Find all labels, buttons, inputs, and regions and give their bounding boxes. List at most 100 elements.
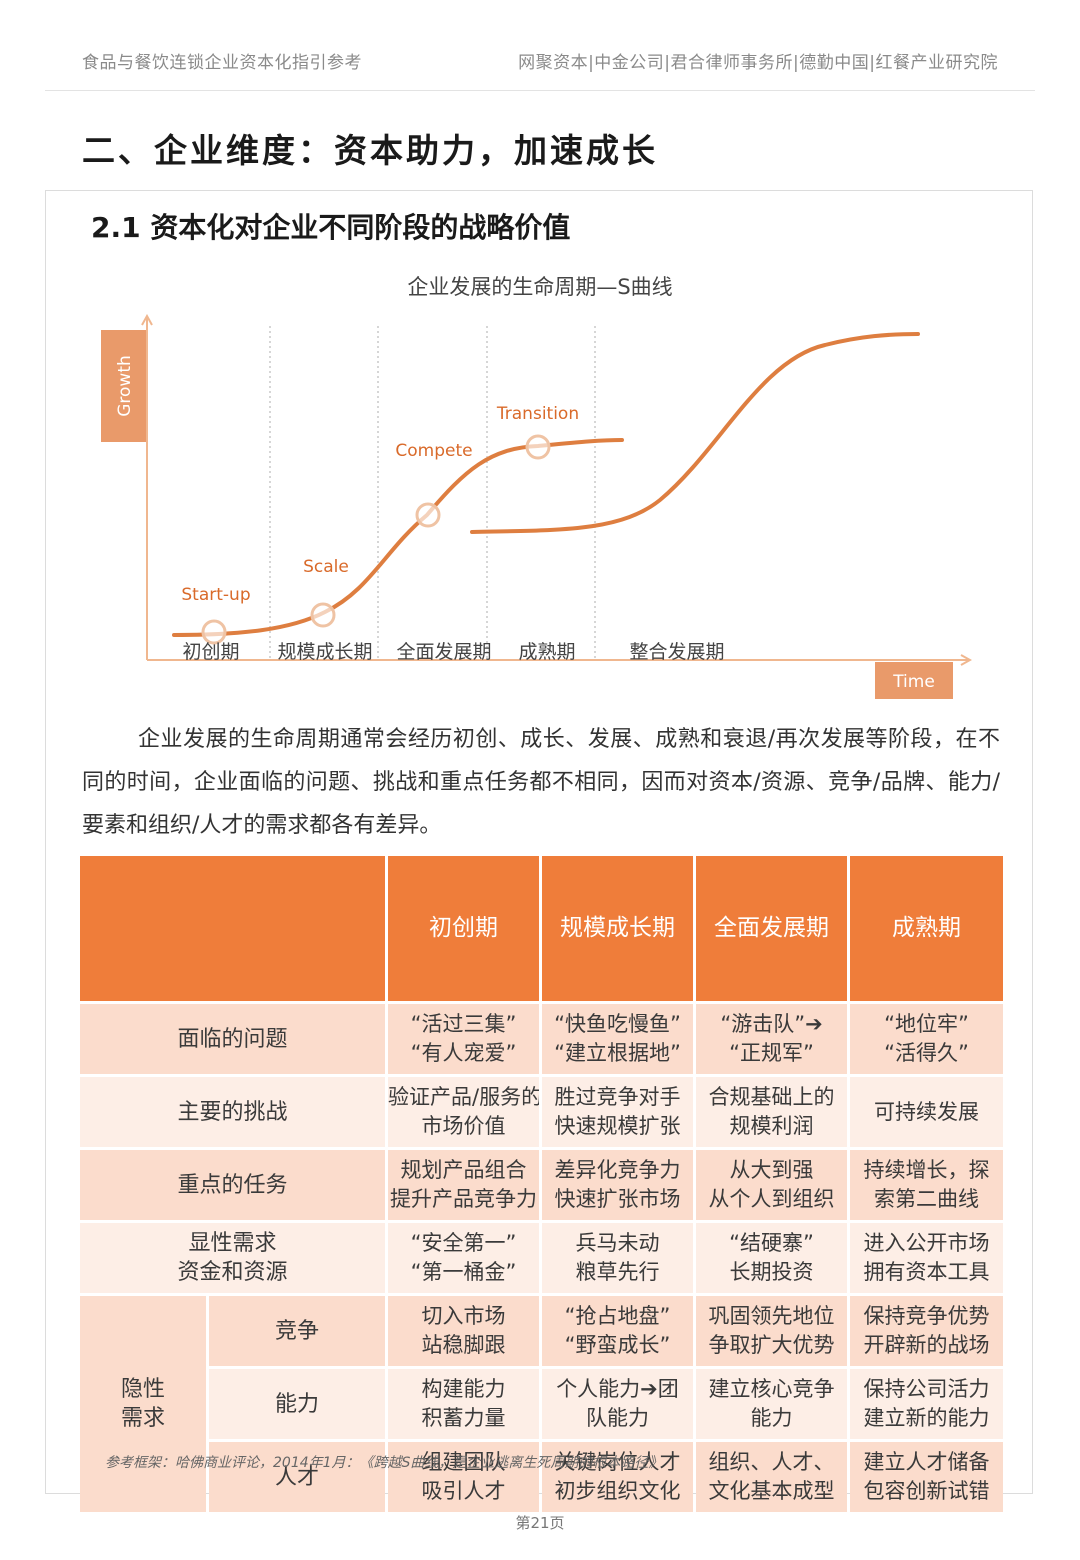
cell-text-line: 建立核心竞争 [708, 1377, 835, 1401]
stage-label-startup: 初创期 [182, 641, 239, 663]
cell-text-line: 持续增长，探 [863, 1158, 990, 1182]
cell-text-line: “野蛮成长” [564, 1333, 671, 1357]
table-cell: 胜过竞争对手 快速规模扩张 [542, 1077, 693, 1147]
cell-text-line: 进入公开市场 [863, 1231, 990, 1255]
y-axis-label: Growth [115, 355, 135, 417]
table-cell: 巩固领先地位 争取扩大优势 [696, 1296, 847, 1366]
cell-text-line: 重点的任务 [177, 1172, 288, 1198]
cell-text-line: 站稳脚跟 [421, 1333, 506, 1357]
section-title: 二、企业维度：资本助力，加速成长 [82, 131, 658, 170]
row-header: 重点的任务 [80, 1150, 385, 1220]
cell-text-line: 隐性 [120, 1377, 165, 1402]
cell-text-line: 粮草先行 [575, 1260, 660, 1284]
table-cell: 保持竞争优势 开辟新的战场 [850, 1296, 1003, 1366]
content-frame [45, 190, 1033, 1494]
cell-text-line: 索第二曲线 [874, 1187, 979, 1211]
cell-text-line: 快速扩张市场 [554, 1187, 681, 1211]
cell-text-line: 吸引人才 [421, 1479, 506, 1503]
first-s-curve [172, 438, 624, 637]
cell-text-line: “游击队”➔ [720, 1012, 823, 1036]
cell-text-line: “安全第一” [410, 1231, 517, 1255]
table-cell: “结硬寨” 长期投资 [696, 1223, 847, 1293]
header-right-sources: 网聚资本|中金公司|君合律师事务所|德勤中国|红餐产业研究院 [518, 53, 998, 73]
start-up-marker [201, 619, 227, 645]
cell-text-line: “有人宠爱” [410, 1041, 517, 1065]
cell-text-line: “抢占地盘” [564, 1304, 671, 1328]
cell-text-line: “地位牢” [884, 1012, 969, 1036]
table-cell: “游击队”➔ “正规军” [696, 1004, 847, 1074]
table-cell: 从大到强 从个人到组织 [696, 1150, 847, 1220]
cell-text-line: 差异化竞争力 [554, 1158, 681, 1182]
cell-text-line: 规划产品组合 [400, 1158, 527, 1182]
cell-text-line: “结硬寨” [729, 1231, 814, 1255]
table-row: 隐性 需求 竞争 切入市场 站稳脚跟 “抢占地盘” “野蛮成长” 巩固领先地位 争取扩大优势 保持… [80, 1296, 1006, 1512]
cell-text-line: 拥有资本工具 [863, 1260, 990, 1284]
row-subheader: 人才 [209, 1442, 385, 1512]
table-cell: 组织、人才、 文化基本成型 [696, 1442, 847, 1512]
table-row: 显性需求资金和资源 “安全第一” “第一桶金” 兵马未动粮草先行 “结硬寨” 长期投资 进入… [80, 1223, 1006, 1293]
s-curve-diagram: 企业发展的生命周期—S曲线 Growth Time Start-up Scale… [101, 275, 1080, 699]
intro-paragraph: 企业发展的生命周期通常会经历初创、成长、发展、成熟和衰退/再次发展等阶段，在不同… [82, 727, 1000, 838]
table-cell: 合规基础上的 规模利润 [696, 1077, 847, 1147]
cell-text-line: “活过三集” [410, 1012, 517, 1036]
header-left-title: 食品与餐饮连锁企业资本化指引参考 [82, 53, 362, 73]
cell-text-line: 兵马未动 [575, 1231, 660, 1255]
cell-text-line: 包容创新试错 [863, 1479, 990, 1503]
table-cell: 建立核心竞争 能力 [696, 1369, 847, 1439]
cell-text-line: 显性需求 [188, 1231, 277, 1256]
milestone-label-compete: Compete [395, 441, 472, 461]
y-axis-label-box [101, 330, 146, 442]
subsection-title: 2.1 资本化对企业不同阶段的战略价值 [91, 211, 571, 244]
table-cell: 进入公开市场 拥有资本工具 [850, 1223, 1003, 1293]
cell-text-line: “第一桶金” [410, 1260, 517, 1284]
second-s-curve [470, 332, 920, 534]
cell-text-line: 个人能力➔团 [556, 1377, 679, 1401]
cell-text-line: 可持续发展 [874, 1099, 979, 1124]
cell-text-line: 需求 [120, 1406, 165, 1431]
stage-label-comprehensive: 全面发展期 [396, 641, 491, 663]
table-cell: 建立人才储备 包容创新试错 [850, 1442, 1003, 1512]
table-cell: 兵马未动 粮草先行 [542, 1223, 693, 1293]
cell-text-line: 组建团队 [421, 1450, 506, 1474]
cell-text-line: 组织、人才、 [708, 1450, 835, 1474]
table-row: 面临的问题 “活过三集” “有人宠爱” “快鱼吃慢鱼” “建立根据地” “游击队”➔ “正规… [80, 1004, 1006, 1074]
column-header: 规模成长期 [542, 856, 693, 1001]
table-row: 能力构建能力积蓄力量个人能力➔团队能力建立核心竞争能力保持公司活力建立新的能力跨… [80, 1369, 1006, 1439]
table-corner-cell [80, 856, 385, 1001]
cell-text-line: 保持竞争优势 [863, 1304, 990, 1328]
scale-marker [310, 602, 336, 628]
cell-text-line: 合规基础上的 [708, 1085, 835, 1109]
cell-text-line: 切入市场 [421, 1304, 506, 1328]
table-cell: 构建能力 积蓄力量 [388, 1369, 539, 1439]
cell-text-line: 能力 [750, 1406, 793, 1430]
table-cell: 差异化竞争力 快速扩张市场 [542, 1150, 693, 1220]
cell-text-line: 面临的问题 [177, 1026, 288, 1052]
table-row: 人才 组建团队 吸引人才 关键岗位人才 初步组织文化 组织、人才、 文化基本成型 建立人才储备… [80, 1442, 1006, 1512]
column-header: 全面发展期 [696, 856, 847, 1001]
table-cell: 切入市场 站稳脚跟 [388, 1296, 539, 1366]
stage-dividers [269, 326, 596, 660]
page-number: 第21页 [515, 1514, 565, 1532]
table-cell: 个人能力➔团 队能力 [542, 1369, 693, 1439]
stage-label-mature: 成熟期 [518, 641, 575, 663]
cell-text-line: 开辟新的战场 [863, 1333, 990, 1357]
cell-text-line: 长期投资 [729, 1260, 814, 1284]
cell-text-line: 关键岗位人才 [554, 1450, 681, 1474]
x-axis-label-box [875, 662, 953, 699]
cell-text-line: 建立人才储备 [863, 1450, 990, 1474]
cell-text-line: 胜过竞争对手 [554, 1085, 681, 1109]
row-subheader: 能力 [209, 1369, 385, 1439]
table-cell: “安全第一” “第一桶金” [388, 1223, 539, 1293]
cell-text-line: 构建能力 [421, 1377, 506, 1401]
cell-text-line: 资金和资源 [177, 1260, 288, 1285]
table-cell: “抢占地盘” “野蛮成长” [542, 1296, 693, 1366]
column-header: 成熟期 [850, 856, 1003, 1001]
reference-note: 参考框架：哈佛商业评论，2014年1月：《跨越S曲线，是企业逃离生死周期的根本路… [105, 1455, 663, 1471]
cell-text-line: 保持公司活力 [863, 1377, 990, 1401]
table-cell: 持续增长，探 索第二曲线 [850, 1150, 1003, 1220]
cell-text-line: 从个人到组织 [708, 1187, 835, 1211]
cell-text-line: 主要的挑战 [177, 1099, 288, 1125]
table-cell: “快鱼吃慢鱼” “建立根据地” [542, 1004, 693, 1074]
table-cell: “地位牢” “活得久” [850, 1004, 1003, 1074]
